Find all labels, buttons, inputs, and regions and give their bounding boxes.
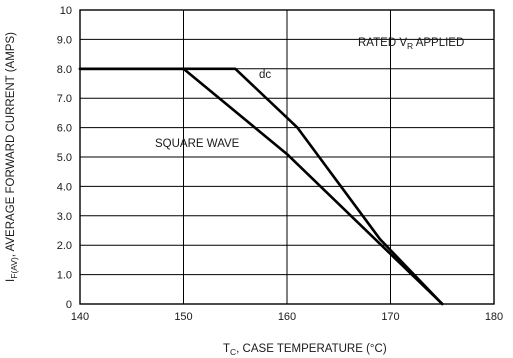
grid — [80, 10, 494, 304]
series-label-square-wave: SQUARE WAVE — [155, 138, 240, 150]
x-tick-label: 170 — [381, 311, 399, 323]
x-axis-label-main: T — [223, 343, 230, 355]
y-tick-label: 1.0 — [57, 270, 72, 282]
series-lines — [78, 67, 444, 306]
y-axis-label-rest: , AVERAGE FORWARD CURRENT (AMPS) — [5, 32, 17, 257]
x-axis-label: TC, CASE TEMPERATURE (°C) — [223, 343, 387, 357]
y-tick-label: 5.0 — [57, 152, 72, 164]
annotation-rated-main: RATED V — [358, 37, 407, 49]
y-tick-label: 6.0 — [57, 123, 72, 135]
x-tick-label: 160 — [278, 311, 296, 323]
plot-frame — [79, 9, 495, 305]
annotation-rated-rest: APPLIED — [413, 37, 464, 49]
annotation-rated-sub: R — [407, 41, 413, 51]
x-axis-label-rest: , CASE TEMPERATURE (°C) — [236, 343, 387, 355]
y-tick-label: 9.0 — [57, 34, 72, 46]
y-tick-label: 0 — [66, 299, 72, 311]
y-axis-label: IF(AV), AVERAGE FORWARD CURRENT (AMPS) — [5, 32, 19, 282]
tick-labels: 140 150 160 170 180 0 1.0 2.0 3.0 4.0 5.0 6.0 7.0 8.0… — [57, 5, 503, 323]
x-tick-label: 140 — [71, 311, 89, 323]
y-tick-label: 8.0 — [57, 64, 72, 76]
y-tick-label: 7.0 — [57, 93, 72, 105]
y-tick-label: 3.0 — [57, 211, 72, 223]
series-line-square-wave — [78, 67, 444, 306]
x-tick-label: 150 — [174, 311, 192, 323]
y-axis-label-sub: F(AV) — [9, 257, 19, 279]
y-tick-label: 2.0 — [57, 240, 72, 252]
y-tick-label: 10 — [60, 5, 72, 17]
y-axis-label-main: I — [5, 279, 17, 282]
annotation-rated-vr-applied: RATED VR APPLIED — [358, 37, 464, 51]
y-tick-label: 4.0 — [57, 181, 72, 193]
x-axis-label-sub: C — [230, 347, 236, 357]
x-tick-label: 180 — [485, 311, 503, 323]
series-label-dc: dc — [259, 69, 271, 81]
